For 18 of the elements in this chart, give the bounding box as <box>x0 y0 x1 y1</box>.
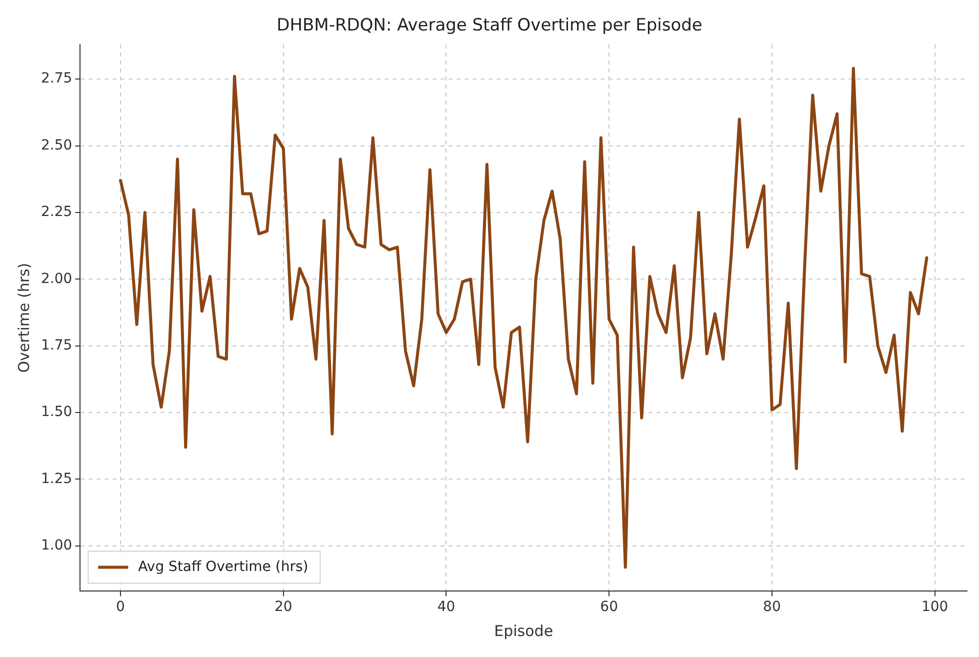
x-tick-label: 60 <box>600 599 618 616</box>
y-tick-label: 2.50 <box>41 137 72 154</box>
y-tick-label: 2.25 <box>41 204 72 220</box>
x-tick-label: 40 <box>437 599 456 616</box>
y-tick-label: 2.00 <box>41 270 72 287</box>
legend-label: Avg Staff Overtime (hrs) <box>138 558 308 575</box>
y-tick-label: 1.75 <box>41 337 72 354</box>
y-tick-label: 1.00 <box>41 537 72 554</box>
y-tick-label: 2.75 <box>41 70 72 87</box>
y-tick-label: 1.50 <box>41 404 72 420</box>
x-tick-label: 80 <box>763 599 781 616</box>
chart-title: DHBM-RDQN: Average Staff Overtime per Episode <box>276 16 702 36</box>
y-axis-title: Overtime (hrs) <box>14 262 33 373</box>
x-tick-label: 100 <box>921 599 948 616</box>
x-axis-title: Episode <box>494 622 554 640</box>
x-tick-label: 0 <box>116 599 125 616</box>
y-tick-label: 1.25 <box>41 470 72 487</box>
x-tick-label: 20 <box>274 599 292 616</box>
